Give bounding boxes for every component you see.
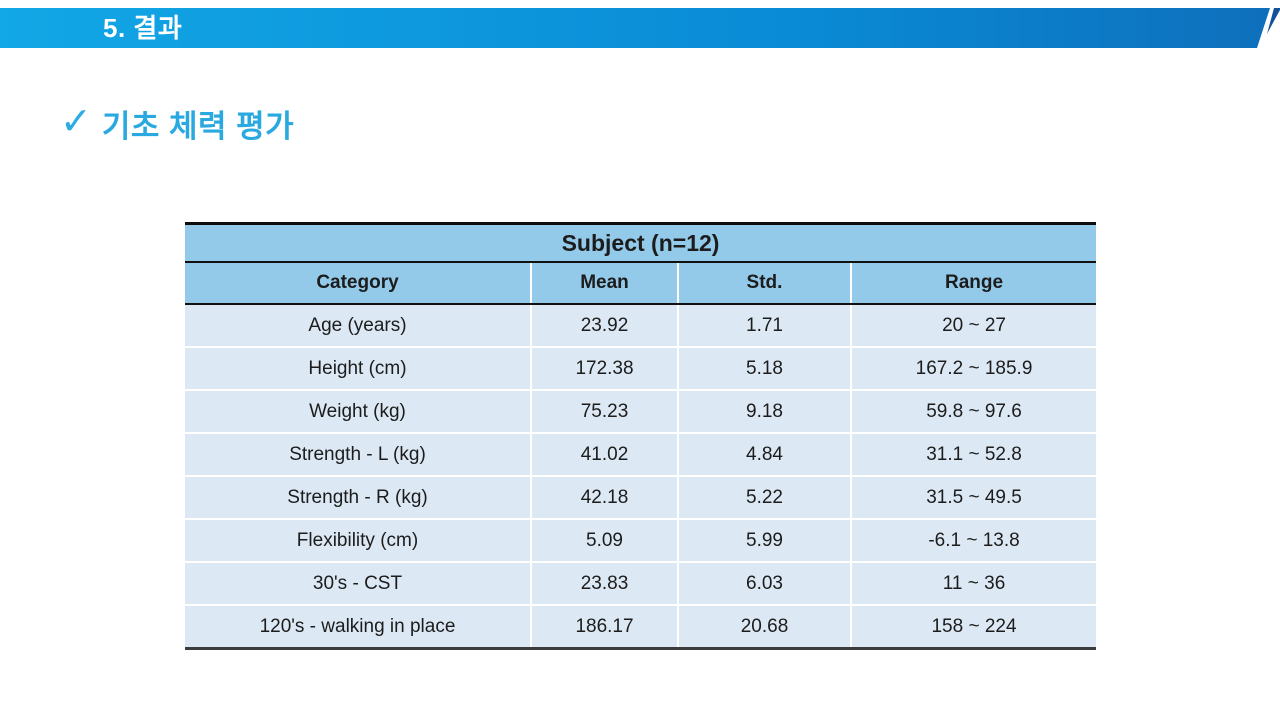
table-row: Strength - L (kg) 41.02 4.84 31.1 ~ 52.8 [185,432,1097,476]
cell-mean: 42.18 [530,475,678,519]
cell-category: Height (cm) [185,346,531,390]
checkmark-icon: ✓ [60,100,92,143]
table-title: Subject (n=12) [185,223,1097,263]
cell-std: 6.03 [677,561,851,605]
column-header-std: Std. [677,262,851,305]
cell-category: Age (years) [185,304,531,347]
table-header-row: Category Mean Std. Range [185,262,1097,305]
cell-std: 4.84 [677,432,851,476]
cell-mean: 23.83 [530,561,678,605]
cell-category: Strength - L (kg) [185,432,531,476]
section-title: 기초 체력 평가 [101,109,295,144]
header-title: 5. 결과 [103,13,183,43]
cell-std: 9.18 [677,389,851,433]
cell-category: 30's - CST [185,561,531,605]
cell-std: 20.68 [677,604,851,649]
cell-category: Weight (kg) [185,389,531,433]
cell-category: Strength - R (kg) [185,475,531,519]
cell-mean: 5.09 [530,518,678,562]
table-row: 30's - CST 23.83 6.03 11 ~ 36 [185,561,1097,605]
table-row: 120's - walking in place 186.17 20.68 15… [185,604,1097,649]
table-row: Height (cm) 172.38 5.18 167.2 ~ 185.9 [185,346,1097,390]
cell-range: 31.1 ~ 52.8 [849,432,1097,476]
cell-std: 5.22 [677,475,851,519]
header-bar: 5. 결과 [0,8,1270,48]
table-row: Strength - R (kg) 42.18 5.22 31.5 ~ 49.5 [185,475,1097,519]
cell-mean: 172.38 [530,346,678,390]
cell-std: 1.71 [677,304,851,347]
cell-mean: 186.17 [530,604,678,649]
cell-mean: 41.02 [530,432,678,476]
table-row: Age (years) 23.92 1.71 20 ~ 27 [185,304,1097,347]
cell-range: 158 ~ 224 [849,604,1097,649]
column-header-mean: Mean [530,262,678,305]
cell-mean: 75.23 [530,389,678,433]
cell-range: 20 ~ 27 [849,304,1097,347]
cell-range: 11 ~ 36 [849,561,1097,605]
cell-range: 31.5 ~ 49.5 [849,475,1097,519]
cell-range: -6.1 ~ 13.8 [849,518,1097,562]
table-title-row: Subject (n=12) [185,223,1097,263]
column-header-range: Range [849,262,1097,305]
cell-std: 5.18 [677,346,851,390]
subject-table: Subject (n=12) Category Mean Std. Range … [185,222,1097,650]
cell-range: 59.8 ~ 97.6 [849,389,1097,433]
cell-category: 120's - walking in place [185,604,531,649]
section-title-row: ✓ 기초 체력 평가 [60,101,294,146]
cell-category: Flexibility (cm) [185,518,531,562]
column-header-category: Category [185,262,531,305]
cell-mean: 23.92 [530,304,678,347]
table-row: Flexibility (cm) 5.09 5.99 -6.1 ~ 13.8 [185,518,1097,562]
cell-std: 5.99 [677,518,851,562]
cell-range: 167.2 ~ 185.9 [849,346,1097,390]
table-row: Weight (kg) 75.23 9.18 59.8 ~ 97.6 [185,389,1097,433]
